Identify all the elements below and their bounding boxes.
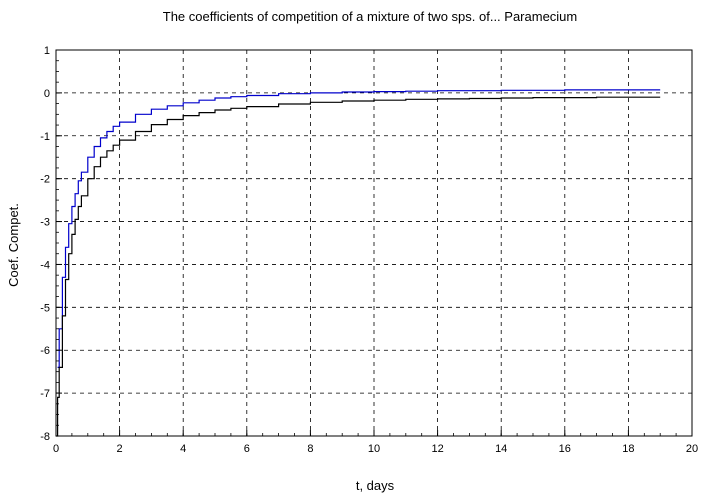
series-line-1	[57, 89, 661, 368]
y-tick-label: -1	[40, 131, 50, 143]
y-tick-label: 1	[44, 45, 50, 57]
series-line-2	[56, 96, 661, 437]
y-tick-label: -5	[40, 302, 50, 314]
chart-title: The coefficients of competition of a mix…	[163, 9, 578, 24]
ticks: 0 2 4 6 8 10 12 14 16 18 20 -8 -7 -6 -5 -4 -3 -2 -1 0 1	[40, 45, 698, 455]
y-tick-label: -2	[40, 174, 50, 186]
y-tick-label: -4	[40, 259, 50, 271]
y-tick-label: -7	[40, 388, 50, 400]
series-layer	[56, 89, 661, 437]
x-tick-label: 8	[307, 443, 313, 455]
x-tick-label: 16	[559, 443, 571, 455]
x-tick-label: 2	[117, 443, 123, 455]
y-tick-label: 0	[44, 88, 50, 100]
x-tick-label: 6	[244, 443, 250, 455]
x-tick-label: 10	[368, 443, 380, 455]
x-tick-label: 0	[53, 443, 59, 455]
x-axis-label: t, days	[356, 478, 395, 493]
y-axis-label: Coef. Compet.	[6, 203, 21, 287]
x-tick-label: 4	[180, 443, 186, 455]
y-tick-label: -6	[40, 345, 50, 357]
grid	[56, 50, 692, 436]
x-tick-label: 12	[431, 443, 443, 455]
x-tick-label: 14	[495, 443, 507, 455]
x-tick-label: 18	[622, 443, 634, 455]
y-tick-label: -3	[40, 217, 50, 229]
x-tick-label: 20	[686, 443, 698, 455]
y-tick-label: -8	[40, 431, 50, 443]
